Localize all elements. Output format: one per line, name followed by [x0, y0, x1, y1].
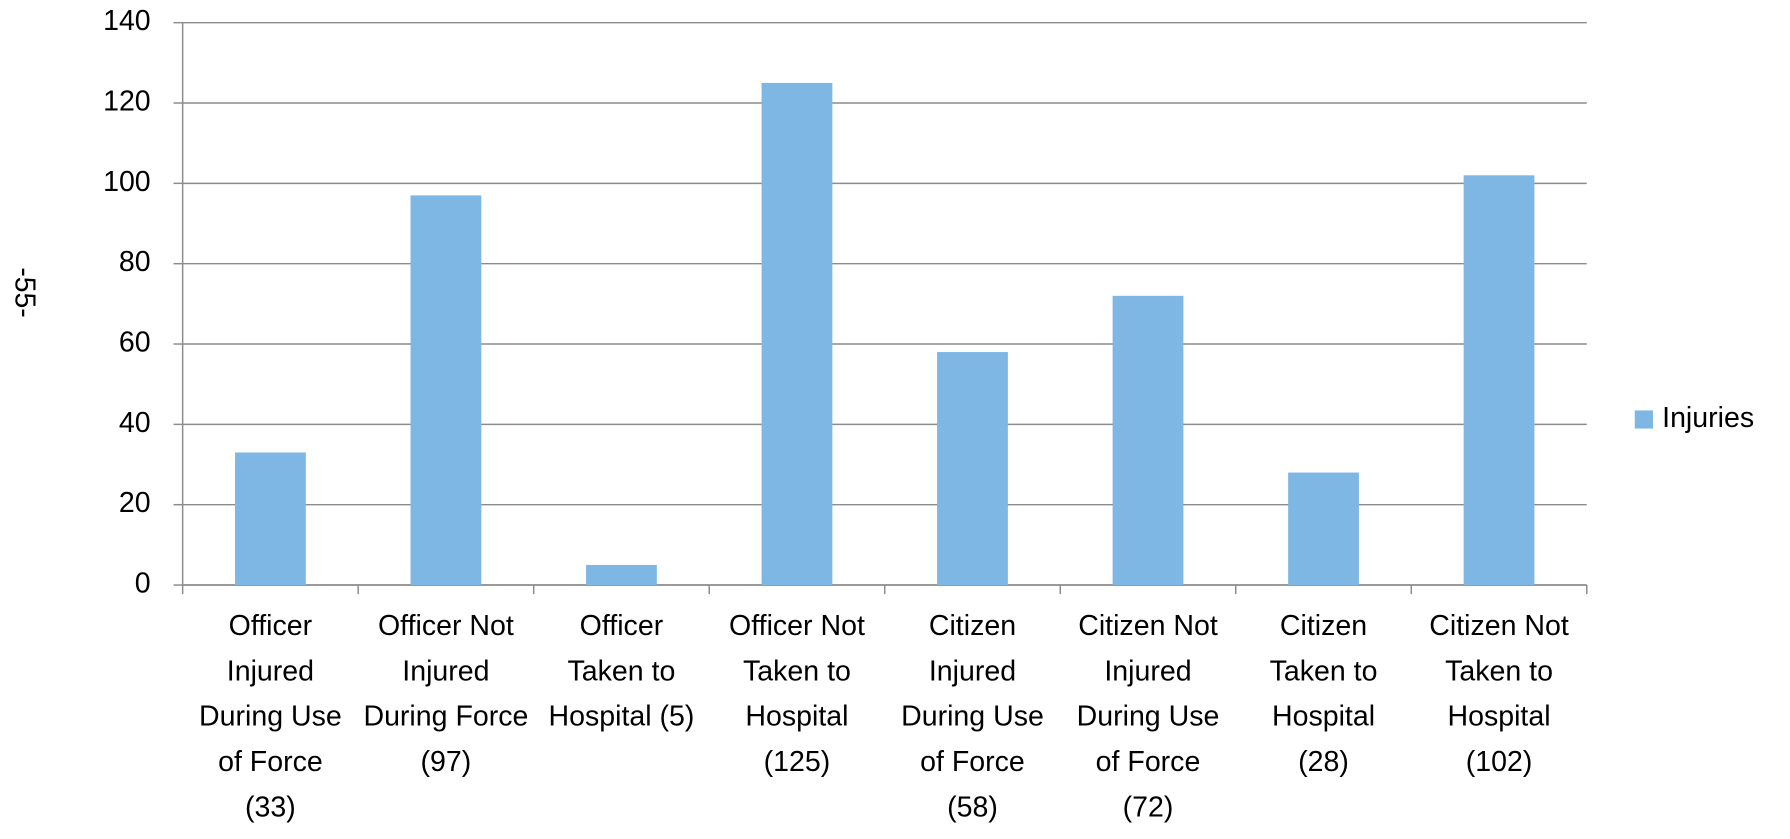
bar — [1288, 472, 1359, 586]
y-tick-label: 0 — [135, 568, 151, 600]
x-tick-label: Citizen Not Injured During Use of Force (72) — [1077, 610, 1220, 823]
x-tick-label: Citizen Injured During Use of Force (58) — [901, 610, 1044, 823]
x-tick-label: Citizen Taken to Hospital (28) — [1270, 610, 1378, 778]
y-tick-label: 20 — [119, 487, 151, 519]
y-tick-label: 120 — [103, 86, 151, 118]
x-tick-label: Officer Taken to Hospital (5) — [548, 610, 694, 733]
x-tick-label: Officer Not Injured During Force (97) — [363, 610, 528, 778]
legend-swatch — [1634, 410, 1654, 429]
bar — [586, 564, 657, 586]
y-tick-label: 60 — [119, 327, 151, 359]
y-tick-label: 40 — [119, 407, 151, 439]
bar — [1463, 175, 1535, 586]
bar — [937, 352, 1008, 586]
page-number: -55- — [8, 267, 40, 317]
bar — [410, 195, 482, 586]
bar — [235, 452, 306, 586]
y-tick-label: 140 — [103, 5, 151, 37]
bar — [1112, 295, 1184, 586]
legend-label: Injuries — [1662, 402, 1754, 434]
x-tick-label: Officer Injured During Use of Force (33) — [199, 610, 342, 823]
x-tick-label: Citizen Not Taken to Hospital (102) — [1429, 610, 1569, 778]
y-tick-label: 100 — [103, 166, 151, 198]
y-tick-label: 80 — [119, 246, 151, 278]
bar — [761, 82, 833, 586]
x-tick-label: Officer Not Taken to Hospital (125) — [729, 610, 865, 778]
